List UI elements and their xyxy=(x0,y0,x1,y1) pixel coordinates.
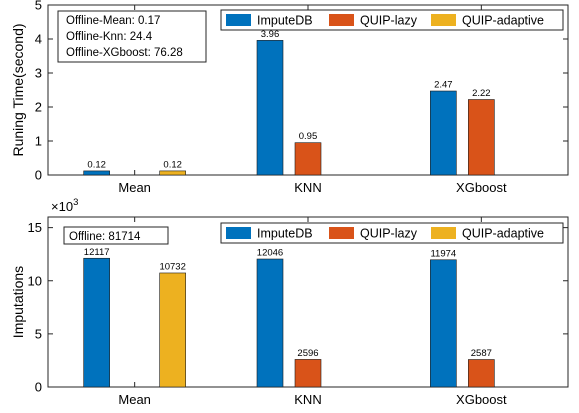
imputations-x-tick-label-xgboost: XGboost xyxy=(456,392,507,407)
imputations-bar-imputedb-mean xyxy=(83,257,110,388)
runtime-info-line-xgboost: Offline-XGboost: 76.28 xyxy=(66,47,183,59)
runtime-y-tick-label: 0 xyxy=(35,168,42,183)
runtime-y-tick-label: 2 xyxy=(35,100,42,115)
imputations-y-multiplier-exp: 3 xyxy=(73,197,78,208)
imputations-data-label-quip-lazy-xgboost: 2587 xyxy=(471,348,492,359)
imputations-data-label-quip-lazy-knn: 2596 xyxy=(297,348,318,359)
runtime-x-tick-label-knn: KNN xyxy=(294,180,321,195)
imputations-legend: ImputeDB QUIP-lazy QUIP-adaptive xyxy=(220,222,564,244)
runtime-data-label-quip-lazy-knn: 0.95 xyxy=(299,131,318,142)
runtime-bar-imputedb-knn xyxy=(256,40,284,176)
runtime-legend-swatch-imputedb xyxy=(226,14,251,26)
imputations-y-tick-label: 0 xyxy=(35,380,42,395)
imputations-legend-label-quip-lazy: QUIP-lazy xyxy=(360,227,418,241)
imputations-data-label-quip-adaptive-mean: 10732 xyxy=(159,261,185,272)
imputations-y-axis-label: Imputations xyxy=(10,266,26,338)
imputations-x-tick-label-mean: Mean xyxy=(118,392,151,407)
imputations-bar-imputedb-knn xyxy=(256,258,284,388)
imputations-y-multiplier-base: ×10 xyxy=(51,199,73,214)
runtime-y-tick-label: 5 xyxy=(35,0,42,13)
runtime-y-tick-label: 1 xyxy=(35,134,42,149)
imputations-bar-imputedb-xgboost xyxy=(430,259,457,388)
runtime-chart: 0 1 2 3 4 5 Mean KNN XGboost 0.12 0.12 3.96 0.95 2.4… xyxy=(10,0,569,195)
runtime-legend-label-imputedb: ImputeDB xyxy=(257,14,313,28)
runtime-data-label-imputedb-mean: 0.12 xyxy=(87,159,106,170)
runtime-legend: ImputeDB QUIP-lazy QUIP-adaptive xyxy=(220,9,564,31)
imputations-y-tick-label: 5 xyxy=(35,326,42,341)
imputations-info-box xyxy=(63,226,169,245)
runtime-info-box xyxy=(57,10,207,63)
runtime-info-line-knn: Offline-Knn: 24.4 xyxy=(66,31,153,43)
runtime-data-label-quip-lazy-xgboost: 2.22 xyxy=(472,88,491,99)
imputations-chart: 0 5 10 15 Mean KNN XGboost 12117 10732 12046 2596… xyxy=(10,197,569,407)
imputations-x-tick-label-knn: KNN xyxy=(294,392,321,407)
runtime-bar-quip-lazy-knn xyxy=(294,142,322,176)
imputations-legend-box xyxy=(220,222,564,244)
runtime-bar-quip-lazy-xgboost xyxy=(468,99,495,176)
runtime-y-tick-label: 4 xyxy=(35,32,42,47)
imputations-legend-swatch-quip-adaptive xyxy=(431,227,456,239)
runtime-bar-imputedb-mean xyxy=(83,170,110,176)
runtime-bar-imputedb-xgboost xyxy=(430,90,457,176)
runtime-legend-swatch-quip-adaptive xyxy=(431,14,456,26)
runtime-legend-swatch-quip-lazy xyxy=(329,14,354,26)
imputations-info-line-offline: Offline: 81714 xyxy=(69,231,141,243)
imputations-plot-area xyxy=(47,216,569,388)
runtime-x-tick-label-mean: Mean xyxy=(118,180,151,195)
imputations-y-multiplier: ×103 xyxy=(51,197,78,214)
imputations-y-tick-label: 10 xyxy=(28,273,42,288)
imputations-bar-quip-adaptive-mean xyxy=(159,272,186,388)
runtime-y-axis-label: Runing Time(second) xyxy=(10,23,26,156)
imputations-data-label-imputedb-knn: 12046 xyxy=(257,248,283,259)
runtime-info-line-mean: Offline-Mean: 0.17 xyxy=(66,15,160,27)
imputations-y-tick-label: 15 xyxy=(28,220,42,235)
imputations-data-label-imputedb-mean: 12117 xyxy=(84,247,110,258)
runtime-bar-quip-adaptive-mean xyxy=(159,170,186,176)
imputations-legend-label-quip-adaptive: QUIP-adaptive xyxy=(462,227,544,241)
imputations-legend-swatch-quip-lazy xyxy=(329,227,354,239)
runtime-data-label-imputedb-knn: 3.96 xyxy=(261,29,280,40)
imputations-bar-quip-lazy-knn xyxy=(294,359,322,388)
imputations-legend-swatch-imputedb xyxy=(226,227,251,239)
runtime-legend-label-quip-adaptive: QUIP-adaptive xyxy=(462,14,544,28)
runtime-legend-label-quip-lazy: QUIP-lazy xyxy=(360,14,418,28)
runtime-legend-box xyxy=(220,9,564,31)
runtime-y-tick-label: 3 xyxy=(35,66,42,81)
imputations-legend-label-imputedb: ImputeDB xyxy=(257,227,313,241)
runtime-data-label-imputedb-xgboost: 2.47 xyxy=(434,80,453,91)
imputations-bar-quip-lazy-xgboost xyxy=(468,359,495,388)
runtime-x-tick-label-xgboost: XGboost xyxy=(456,180,507,195)
imputations-data-label-imputedb-xgboost: 11974 xyxy=(430,248,456,259)
runtime-data-label-quip-adaptive-mean: 0.12 xyxy=(163,159,182,170)
